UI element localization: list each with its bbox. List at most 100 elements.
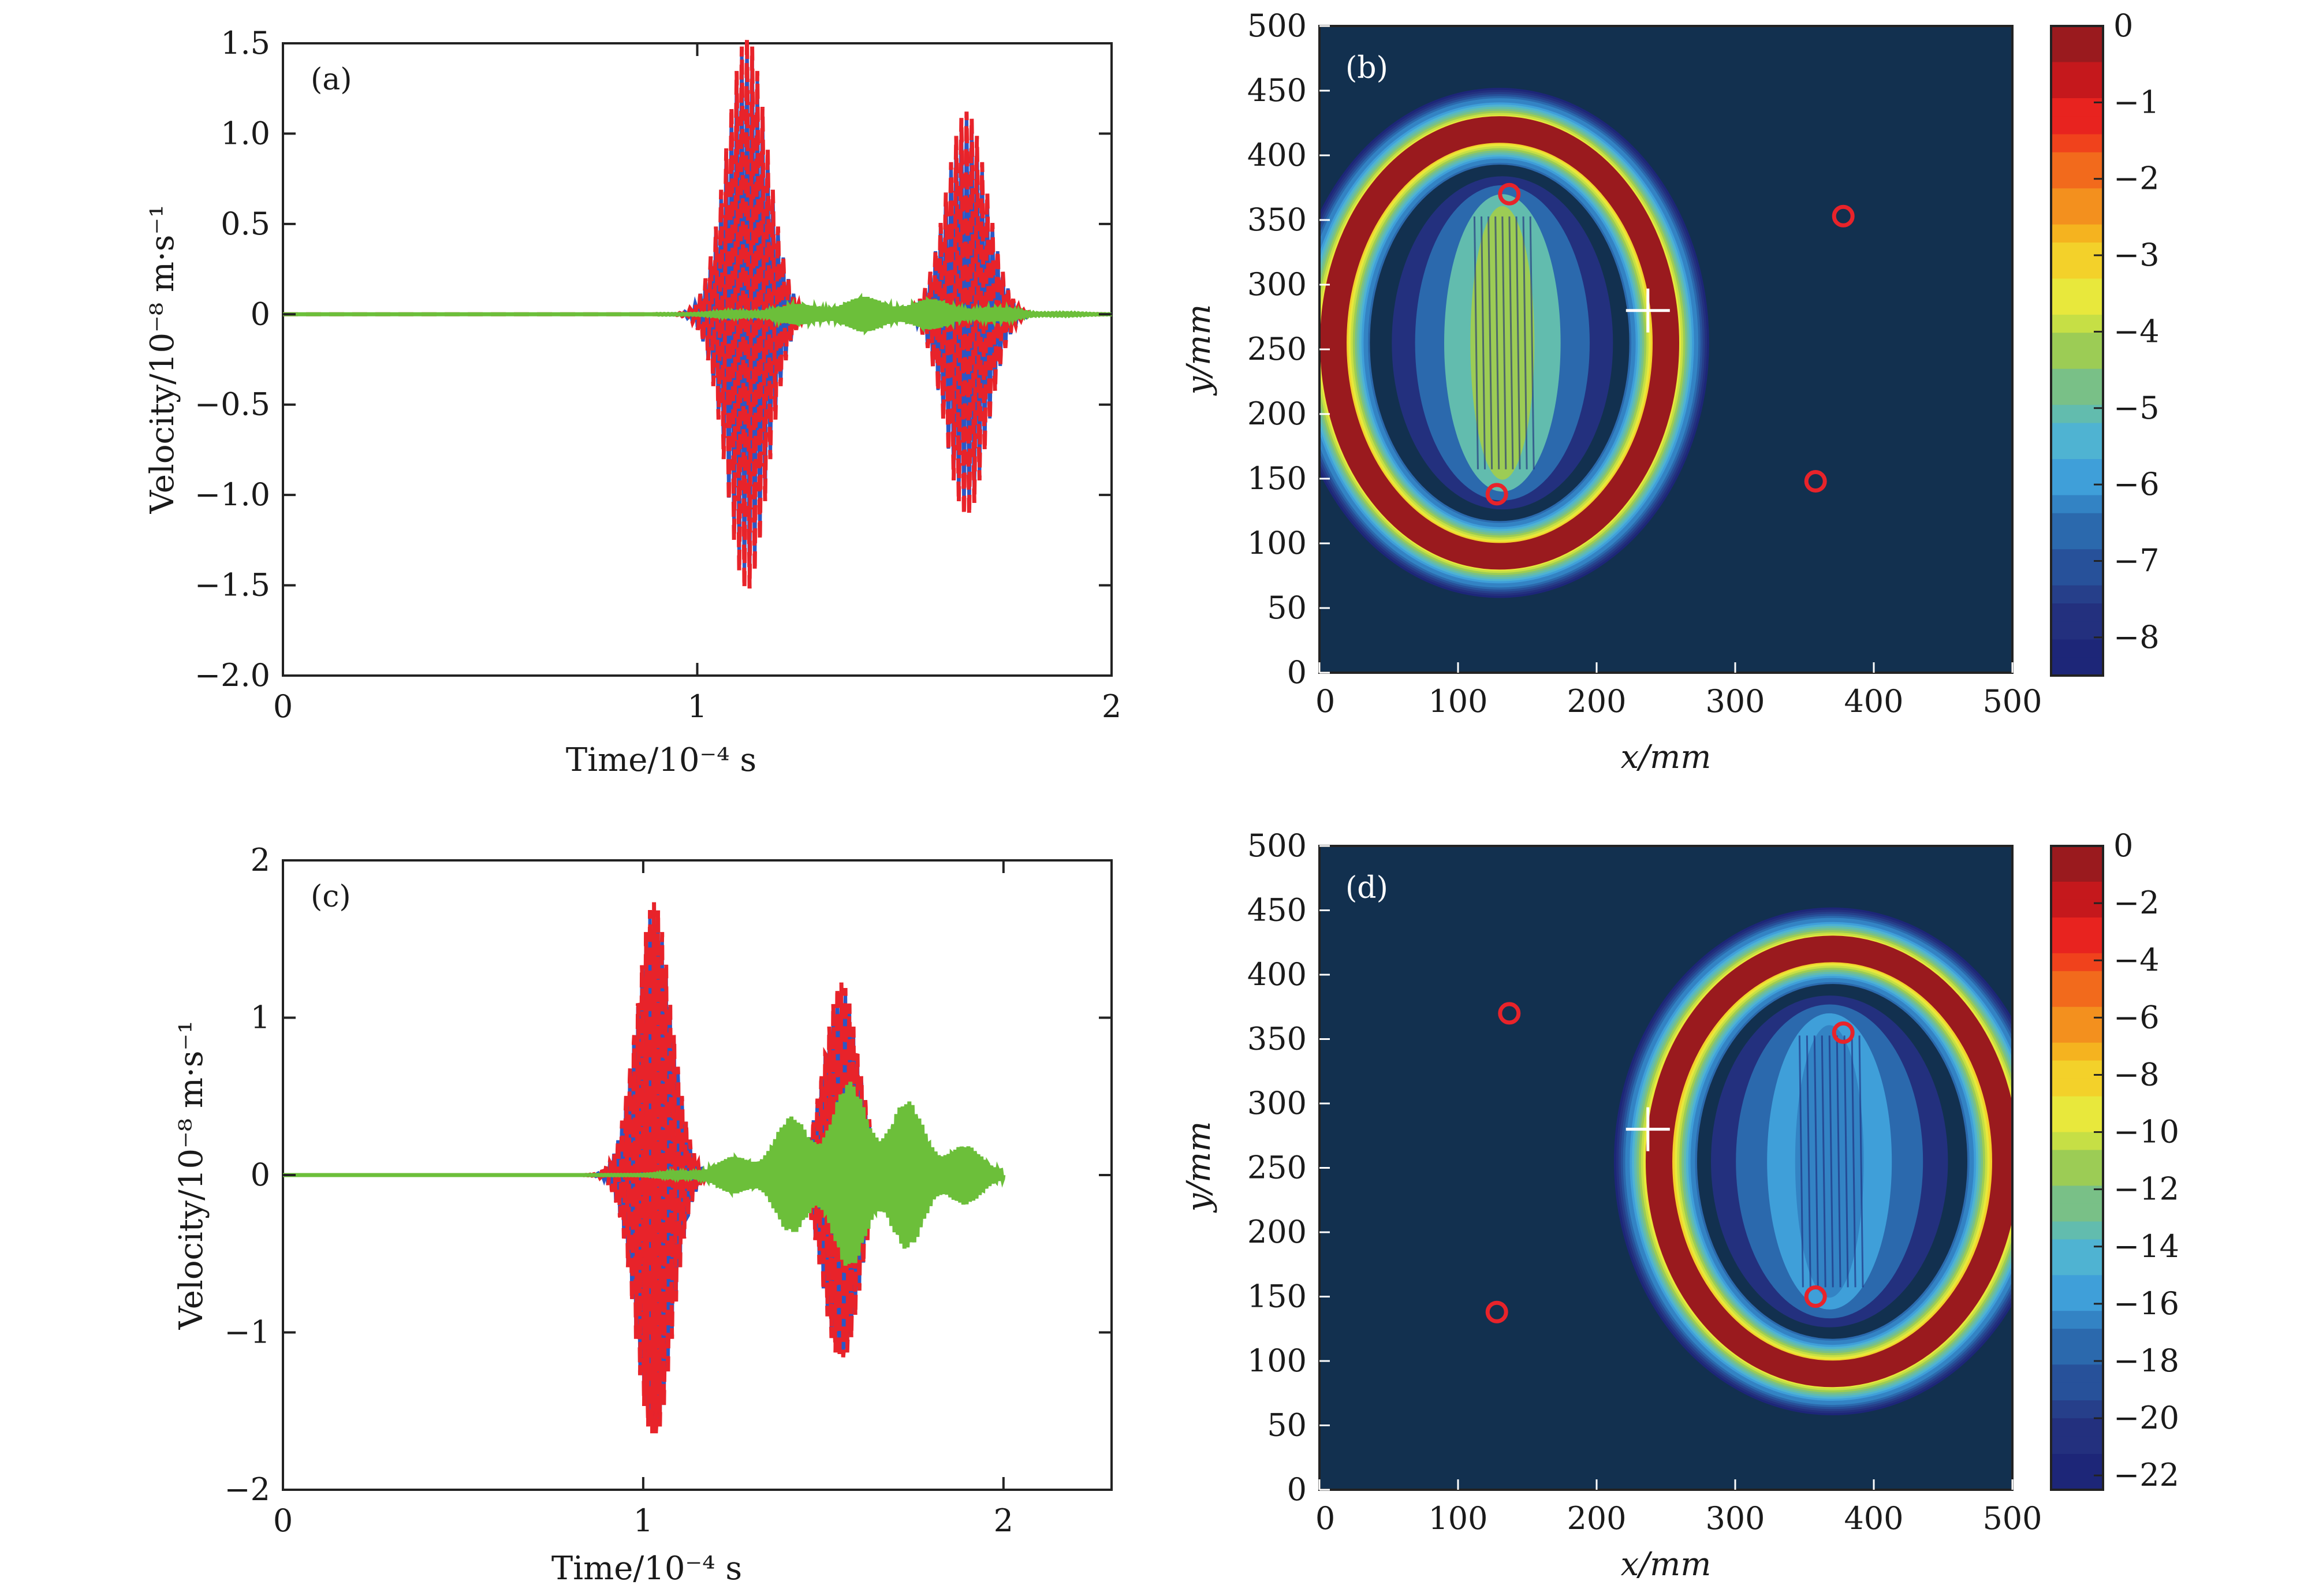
y-tick-label-d: 0 [1287, 1471, 1307, 1508]
colorbar-segment-b [2051, 206, 2103, 225]
colorbar-d: 0 −2 −4 −6 −8 −10 −12 −14 −16 −18 −20 −22 [2050, 827, 2179, 1493]
heatmap-b [1319, 26, 2012, 673]
colorbar-tick-label-d: 0 [2113, 827, 2133, 864]
colorbar-tick-label-d: −12 [2113, 1171, 2179, 1207]
x-axis-label-c: Time/10⁻⁴ s [551, 1550, 742, 1587]
series-group-a [283, 38, 1112, 589]
panel-d: 0 100 200 300 400 500 0 50 100 150 200 250 300 350 400… [1180, 827, 2179, 1583]
circle-marker-b [1498, 182, 1521, 206]
colorbar-segment-d [2051, 1347, 2103, 1366]
lens-streak-b [1481, 216, 1486, 469]
x-tick-label-b: 0 [1315, 683, 1335, 719]
y-tick-label-a: 1.0 [221, 115, 270, 151]
y-tick-label-c: −1 [224, 1314, 270, 1351]
lens-streak-d [1843, 1035, 1849, 1288]
x-tick-label-a: 1 [687, 688, 707, 725]
x-tick-label-c: 1 [633, 1502, 653, 1539]
y-tick-label-b: 300 [1247, 266, 1307, 303]
lens-streak-d [1813, 1035, 1819, 1288]
y-tick-label-b: 0 [1287, 654, 1307, 691]
y-tick-label-d: 150 [1247, 1278, 1307, 1315]
colorbar-tick-label-d: −2 [2113, 885, 2160, 921]
lens-streak-b [1494, 216, 1500, 469]
y-tick-label-c: −2 [224, 1471, 270, 1508]
colorbar-segment-d [2051, 989, 2103, 1008]
colorbar-segment-d [2051, 917, 2103, 936]
colorbar-segment-b [2051, 549, 2103, 568]
x-tick-label-d: 300 [1705, 1500, 1765, 1537]
colorbar-segment-d [2051, 1060, 2103, 1079]
colorbar-segment-b [2051, 603, 2103, 622]
y-tick-label-a: 0.5 [221, 206, 270, 242]
x-tick-label-d: 0 [1315, 1500, 1335, 1537]
lens-streak-d [1858, 1035, 1864, 1288]
circle-marker-d [1498, 1002, 1521, 1025]
colorbar-segment-b [2051, 513, 2103, 532]
x-axis-label-b: x/mm [1621, 739, 1712, 776]
colorbar-segment-d [2051, 1454, 2103, 1473]
y-axis-label-b: y/mm [1180, 304, 1218, 397]
panel-label-d: (d) [1345, 871, 1388, 905]
series-green-c [283, 1082, 1006, 1266]
colorbar-segment-b [2051, 368, 2103, 387]
heatmap-d [1319, 846, 2012, 1490]
y-tick-label-b: 50 [1267, 590, 1307, 626]
lens-streak-b [1508, 216, 1514, 469]
y-tick-label-a: −1.0 [195, 476, 270, 513]
colorbar-frame-d [2050, 845, 2104, 1491]
colorbar-tick-label-b: −8 [2113, 619, 2160, 655]
colorbar-segment-d [2051, 1382, 2103, 1401]
colorbar-tick-label-b: −2 [2113, 161, 2160, 197]
circle-marker-d [1804, 1285, 1827, 1308]
panel-a: 0 1 2 1.5 1.0 0.5 0 −0.5 −1.0 −1.5 −2.0 (a) Time/1… [144, 25, 1121, 779]
colorbar-segment-d [2051, 1329, 2103, 1348]
colorbar-segment-d [2051, 1221, 2103, 1240]
colorbar-segment-d [2051, 1168, 2103, 1187]
lens-streak-d [1798, 1035, 1804, 1288]
colorbar-segment-b [2051, 315, 2103, 334]
colorbar-tick-label-d: −16 [2113, 1285, 2179, 1322]
colorbar-segment-d [2051, 1418, 2103, 1437]
x-tick-label-c: 0 [273, 1502, 293, 1539]
y-tick-label-a: −0.5 [195, 386, 270, 423]
ticks-a: 0 1 2 1.5 1.0 0.5 0 −0.5 −1.0 −1.5 −2.0 [195, 25, 1121, 725]
colorbar-segment-b [2051, 657, 2103, 676]
colorbar-b: 0 −1 −2 −3 −4 −5 −6 −7 −8 [2050, 8, 2160, 677]
x-tick-label-d: 100 [1428, 1500, 1487, 1537]
colorbar-segment-d [2051, 1096, 2103, 1115]
colorbar-segment-d [2051, 953, 2103, 972]
lens-streak-b [1501, 216, 1507, 469]
colorbar-segment-b [2051, 134, 2103, 153]
colorbar-segment-b [2051, 387, 2103, 406]
y-tick-label-d: 450 [1247, 892, 1307, 928]
x-tick-label-b: 400 [1844, 683, 1903, 719]
series-green-a [283, 292, 1112, 335]
colorbar-tick-label-d: −4 [2113, 942, 2160, 978]
colorbar-tick-label-b: 0 [2113, 8, 2133, 44]
y-tick-label-b: 350 [1247, 202, 1307, 238]
ring-peak-b [1320, 116, 1679, 570]
y-tick-label-d: 50 [1267, 1407, 1307, 1444]
colorbar-tick-label-d: −14 [2113, 1228, 2179, 1265]
colorbar-segment-b [2051, 639, 2103, 658]
y-tick-label-a: −2.0 [195, 657, 270, 693]
ticks-d: 0 100 200 300 400 500 0 50 100 150 200 250 300 350 400… [1247, 827, 2042, 1537]
y-tick-label-b: 150 [1247, 460, 1307, 497]
colorbar-segment-d [2051, 1024, 2103, 1043]
y-tick-label-b: 100 [1247, 525, 1307, 561]
lens-streak-d [1828, 1035, 1834, 1288]
colorbar-segment-d [2051, 1203, 2103, 1222]
colorbar-segment-d [2051, 1311, 2103, 1330]
y-tick-label-d: 500 [1247, 827, 1307, 864]
x-tick-label-d: 400 [1844, 1500, 1903, 1537]
lens-streak-b [1522, 216, 1528, 469]
lens-streak-d [1806, 1035, 1811, 1288]
circle-marker-b [1804, 469, 1827, 493]
x-tick-label-c: 2 [994, 1502, 1013, 1539]
colorbar-segment-b [2051, 188, 2103, 207]
colorbar-segment-d [2051, 971, 2103, 990]
colorbar-tick-label-b: −5 [2113, 390, 2160, 426]
y-tick-label-d: 400 [1247, 956, 1307, 993]
colorbar-tick-label-b: −7 [2113, 542, 2160, 579]
